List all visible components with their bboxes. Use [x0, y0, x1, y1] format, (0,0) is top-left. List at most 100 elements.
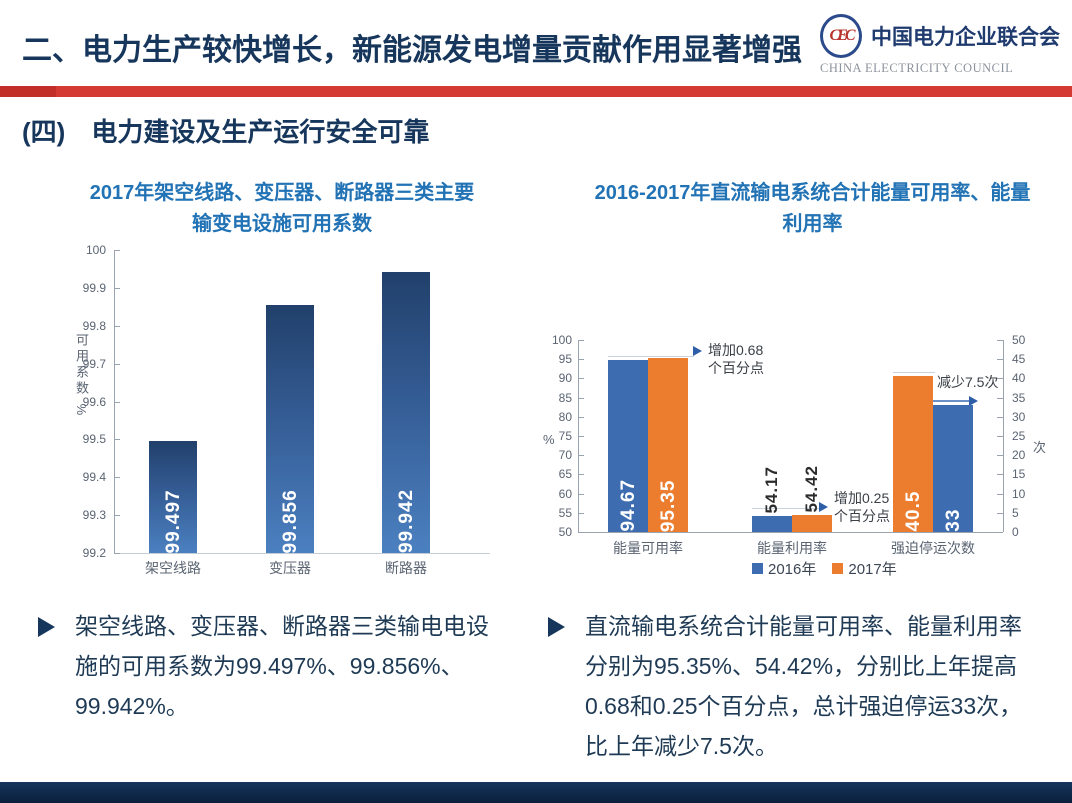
bar: 99.942 — [382, 271, 430, 553]
right-y-tick-label: 50 — [1012, 333, 1026, 347]
red-divider-left-segment — [0, 86, 56, 97]
y-tick-mark — [997, 340, 1003, 341]
category-label: 能量可用率 — [613, 540, 683, 556]
category-label: 强迫停运次数 — [891, 540, 975, 556]
left-y-tick-label: 70 — [558, 448, 572, 463]
bullet-item: 直流输电系统合计能量可用率、能量利用率分别为95.35%、54.42%，分别比上… — [548, 606, 1068, 766]
y-tick-mark — [578, 359, 584, 361]
bar: 33 — [933, 405, 973, 532]
section-title: (四) 电力建设及生产运行安全可靠 — [22, 112, 429, 149]
right-y-tick-label: 30 — [1012, 409, 1026, 424]
y-tick-mark — [114, 325, 120, 327]
right-y-tick-label: 40 — [1012, 371, 1026, 386]
y-tick-mark — [997, 532, 1003, 533]
y-tick-mark — [578, 493, 584, 495]
section-title-text: 电力建设及生产运行安全可靠 — [91, 117, 430, 147]
y-tick-mark — [997, 512, 1003, 514]
cec-logo-emblem-icon: CEC — [820, 14, 862, 58]
header-title: 二、电力生产较快增长，新能源发电增量贡献作用显著增强 — [22, 34, 802, 67]
annotation-increase-068: 增加0.68 个百分点 — [708, 341, 764, 377]
annotation-increase-025: 增加0.25 个百分点 — [834, 489, 890, 525]
y-tick-mark — [997, 436, 1003, 437]
y-tick-mark — [578, 416, 584, 418]
y-tick-mark — [997, 493, 1003, 495]
x-axis — [578, 532, 1003, 533]
y-tick-mark — [578, 436, 584, 437]
legend-label-2017: 2017年 — [848, 561, 897, 578]
right-y-tick-label: 45 — [1012, 352, 1026, 367]
left-y-tick-label: 65 — [558, 467, 572, 482]
annotation-arrow-line — [933, 400, 970, 402]
bullet-text: 直流输电系统合计能量可用率、能量利用率分别为95.35%、54.42%，分别比上… — [585, 613, 1023, 759]
bar-value-label: 94.67 — [617, 479, 639, 532]
y-tick-label: 100 — [85, 243, 106, 257]
bar: 95.35 — [648, 357, 688, 532]
y-tick-label: 99.5 — [82, 432, 106, 447]
annotation-decrease-75: 减少7.5次 — [937, 373, 998, 391]
leader-line — [608, 356, 694, 357]
bar-value-label: 54.17 — [762, 465, 781, 514]
annotation-line: 个百分点 — [834, 508, 890, 524]
y-tick-label: 99.6 — [82, 394, 106, 409]
y-tick-label: 99.3 — [82, 508, 106, 523]
category-label: 架空线路 — [145, 560, 201, 576]
legend-swatch-2016 — [752, 563, 763, 574]
bar-value-label: 99.942 — [395, 488, 417, 553]
y-tick-label: 99.4 — [82, 470, 106, 485]
annotation-arrow-icon — [693, 346, 702, 356]
x-axis — [114, 553, 490, 554]
cec-logo: CEC 中国电力企业联合会 CHINA ELECTRICITY COUNCIL — [820, 14, 1060, 76]
category-label: 断路器 — [385, 560, 427, 576]
right-chart-title: 2016-2017年直流输电系统合计能量可用率、能量利用率 — [594, 182, 1031, 235]
legend-item-2017: 2017年 — [832, 558, 897, 579]
left-y-tick-label: 90 — [558, 371, 572, 386]
left-y-tick-label: 60 — [558, 486, 572, 501]
y-tick-mark — [114, 250, 120, 251]
left-y-tick-label: 85 — [558, 390, 572, 405]
y-tick-mark — [578, 378, 584, 380]
annotation-arrow-icon — [819, 502, 828, 512]
category-label: 能量利用率 — [757, 540, 827, 556]
left-y-tick-label: 75 — [558, 429, 572, 443]
bar-value-label: 54.42 — [802, 465, 821, 513]
annotation-line: 增加0.68 — [708, 342, 764, 358]
y-tick-label: 99.2 — [82, 546, 106, 560]
bar-value-label: 33 — [942, 508, 964, 532]
left-y-tick-label: 80 — [558, 409, 572, 424]
y-tick-mark — [114, 553, 120, 554]
section-label: (四) — [22, 117, 66, 147]
y-tick-mark — [114, 439, 120, 441]
y-tick-mark — [997, 416, 1003, 418]
footer-band — [0, 782, 1072, 803]
left-y-tick-label: 100 — [551, 333, 572, 347]
y-tick-mark — [578, 512, 584, 514]
category-label: 变压器 — [269, 560, 311, 576]
y-tick-mark — [114, 287, 120, 289]
bar: 94.67 — [608, 360, 648, 532]
bar-value-label: 95.35 — [657, 479, 679, 532]
bar — [752, 515, 792, 532]
right-y-tick-label: 20 — [1012, 448, 1026, 463]
y-tick-mark — [114, 363, 120, 365]
right-y-tick-label: 5 — [1012, 505, 1019, 520]
red-divider — [0, 86, 1072, 97]
bullet-arrow-icon — [38, 617, 55, 637]
y-tick-label: 99.7 — [82, 356, 106, 371]
y-tick-mark — [114, 401, 120, 403]
bullet-text: 架空线路、变压器、断路器三类输电电设施的可用系数为99.497%、99.856%… — [75, 613, 489, 719]
bar: 99.497 — [149, 440, 197, 553]
y-tick-label: 99.8 — [82, 318, 106, 333]
y-tick-mark — [997, 359, 1003, 361]
left-axis-unit-label: % — [543, 432, 555, 447]
y-tick-mark — [578, 455, 584, 457]
legend: 2016年 2017年 — [752, 558, 897, 579]
bar-value-label: 99.497 — [162, 488, 184, 553]
right-axis-unit-label: 次 — [1033, 440, 1047, 455]
y-tick-mark — [114, 515, 120, 517]
right-y-tick-label: 35 — [1012, 390, 1026, 405]
y-tick-mark — [997, 474, 1003, 476]
logo-name-cn: 中国电力企业联合会 — [871, 26, 1060, 49]
left-chart-plot: 可用系数 % 100 99.9 99.8 99.7 99.6 99.5 99.4 99.3 99… — [20, 243, 530, 585]
y-tick-mark — [997, 397, 1003, 399]
